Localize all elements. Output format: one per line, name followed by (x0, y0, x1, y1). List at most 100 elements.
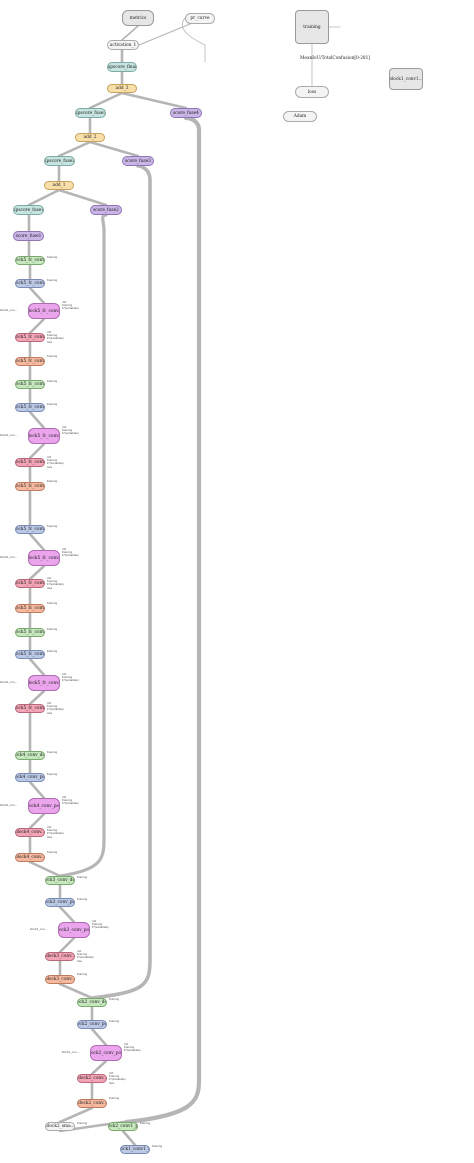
pr-curve-node[interactable]: pr_curve (185, 13, 215, 24)
layer-node-23[interactable]: block3_conv_do... (45, 876, 75, 885)
layer-node-16[interactable]: block5_fc_conv... (28, 675, 60, 691)
side-edge-labels: init training ℓ7(variables) loss (47, 331, 64, 344)
layer-node-29[interactable]: block2_conv_po... (77, 1020, 107, 1029)
side-edge-labels: training (47, 602, 58, 605)
side-edge-labels: training (47, 773, 58, 776)
metrics-node[interactable]: metrics (122, 10, 154, 26)
layer-node-28[interactable]: block2_conv_do... (77, 998, 107, 1007)
add-2-node[interactable]: add_2 (75, 133, 105, 142)
score-fuse1-node[interactable]: score_fuse1 (13, 231, 44, 241)
side-edge-labels: init training ℓ7(variables) (62, 301, 79, 311)
layer-node-7[interactable]: block5_fc_conv... (28, 428, 60, 444)
side-edge-labels: training (47, 650, 58, 653)
block-con-label: block1_con... (0, 309, 17, 312)
layer-node-10[interactable]: block5_fc_conv... (15, 525, 45, 534)
layer-node-12[interactable]: block5_fc_conv... (15, 579, 45, 588)
block1-conv1-node[interactable]: block1_conv1... (389, 68, 423, 90)
layer-node-15[interactable]: block5_fc_conv... (15, 650, 45, 659)
side-edge-labels: training (152, 1145, 163, 1148)
layer-node-4[interactable]: block5_fc_conv... (15, 357, 45, 366)
upscore-final-node[interactable]: upscore_final (107, 62, 137, 72)
layer-node-34[interactable]: block2_conv1_p... (108, 1122, 138, 1131)
upscore-fuse3-node[interactable]: upscore_fuse3 (75, 108, 106, 118)
graph-edge (88, 91, 124, 110)
upscore-fuse1-node[interactable]: upscore_fuse1 (13, 205, 44, 215)
layer-node-26[interactable]: block3_conv... (45, 952, 75, 961)
graph-edge (120, 91, 188, 110)
layer-node-17[interactable]: block5_fc_conv... (15, 704, 45, 713)
add-1-node[interactable]: add_1 (44, 181, 74, 190)
side-edge-labels: training (140, 1122, 151, 1125)
block-con-label: block1_con... (0, 804, 17, 807)
layer-node-1[interactable]: block5_fc_conv... (15, 279, 45, 288)
side-edge-labels: training (47, 628, 58, 631)
graph-edge (121, 25, 139, 41)
graph-edge (28, 860, 62, 878)
layer-node-9[interactable]: block5_fc_conv... (15, 482, 45, 491)
side-edge-labels: init training ℓ7(variables) loss (47, 826, 64, 839)
side-edge-labels: init training ℓ7(variables) loss (109, 1072, 126, 1085)
side-edge-labels: training (77, 876, 88, 879)
upscore-fuse2-node[interactable]: upscore_fuse2 (44, 156, 75, 166)
layer-node-32[interactable]: block2_conv... (77, 1099, 107, 1108)
activation-1-node[interactable]: activation_1 (107, 40, 139, 50)
graph-edge (27, 188, 61, 207)
side-edge-labels: training (47, 256, 58, 259)
score-fuse3-node[interactable]: score_fuse3 (122, 156, 154, 166)
layer-node-35[interactable]: block1_conv1_i... (120, 1145, 150, 1154)
layer-node-20[interactable]: block4_conv_po... (28, 798, 60, 814)
layer-node-19[interactable]: block4_conv_po... (15, 773, 45, 782)
side-edge-labels: training (77, 898, 88, 901)
graph-edge (28, 689, 46, 706)
graph-edge (58, 982, 94, 1000)
graph-edge (28, 657, 46, 677)
graph-edge (28, 780, 46, 800)
layer-node-18[interactable]: block4_conv_do... (15, 751, 45, 760)
side-edge-labels: init training ℓ7(variables) (62, 673, 79, 683)
layer-node-25[interactable]: block3_conv_po... (58, 922, 90, 938)
layer-node-6[interactable]: block5_fc_conv... (15, 403, 45, 412)
layer-node-21[interactable]: block4_conv... (15, 828, 45, 837)
side-edge-labels: init training ℓ7(variables) loss (47, 702, 64, 715)
layer-node-24[interactable]: block3_conv_po... (45, 898, 75, 907)
training-node[interactable]: training (295, 10, 329, 44)
graph-edge (28, 317, 46, 335)
adam-node[interactable]: Adam (283, 111, 317, 122)
layer-node-11[interactable]: block5_fc_conv... (28, 550, 60, 566)
layer-node-2[interactable]: block5_fc_conv... (28, 303, 60, 319)
side-edge-labels: training (47, 279, 58, 282)
block-con-label: block1_con... (62, 1051, 79, 1054)
add-3-node[interactable]: add_3 (107, 84, 137, 93)
layer-node-14[interactable]: block5_fc_conv... (15, 628, 45, 637)
layer-node-22[interactable]: block4_conv... (15, 853, 45, 862)
graph-edge (57, 188, 108, 207)
graph-edge (58, 936, 76, 954)
side-edge-labels: init training ℓ7(variables) (92, 920, 109, 930)
graph-edge (90, 164, 152, 1000)
layer-node-33[interactable]: block2_sma... (45, 1122, 75, 1131)
layer-node-8[interactable]: block5_fc_conv... (15, 458, 45, 467)
graph-edge (58, 905, 76, 924)
side-edge-labels: init training ℓ7(variables) (62, 426, 79, 436)
layer-node-0[interactable]: block5_fc_conv... (15, 256, 45, 265)
layer-node-13[interactable]: block5_fc_conv... (15, 604, 45, 613)
side-edge-labels: training (47, 480, 58, 483)
side-edge-labels: init training ℓ7(variables) (62, 796, 79, 806)
score-fuse2-node[interactable]: score_fuse2 (90, 205, 122, 215)
layer-node-27[interactable]: block3_conv... (45, 975, 75, 984)
graph-edge (182, 17, 206, 46)
score-fuse4-node[interactable]: score_fuse4 (170, 108, 202, 118)
layer-node-3[interactable]: block5_fc_conv... (15, 333, 45, 342)
side-edge-labels: training (47, 525, 58, 528)
block-con-label: block1_con... (0, 681, 17, 684)
layer-node-5[interactable]: block5_fc_conv... (15, 380, 45, 389)
side-edge-labels: init training ℓ7(variables) loss (77, 950, 94, 963)
layer-node-31[interactable]: block2_conv... (77, 1074, 107, 1083)
layer-node-30[interactable]: block2_conv_po... (90, 1045, 122, 1061)
graph-edge (28, 564, 46, 581)
graph-edge (58, 1106, 94, 1124)
graph-edge (28, 812, 46, 830)
loss-node[interactable]: loss (295, 86, 329, 98)
